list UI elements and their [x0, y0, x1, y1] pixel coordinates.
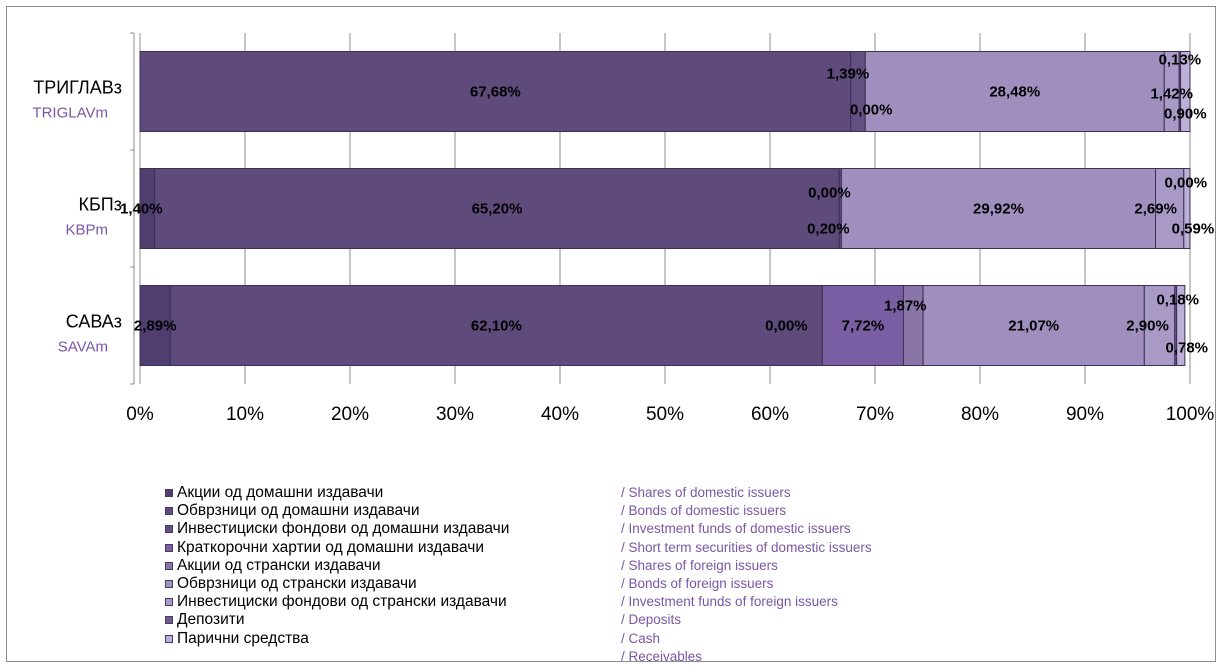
legend-item: Обврзници од домашни издавачи	[165, 502, 509, 520]
legend-label-en: / Receivables	[621, 648, 703, 664]
legend-label-en: / Investment funds of domestic issuers	[621, 521, 851, 537]
legend-label-en: / Bonds of domestic issuers	[621, 503, 787, 519]
legend-label: Акции од странски издавачи	[177, 556, 381, 574]
legend-label: Инвестициски фондови од странски издавач…	[177, 593, 507, 611]
stacked-bar-chart: 0% 10% 20% 30% 40% 50% 60% 70% 80% 90% 100% 67,68% 1…	[32, 32, 1215, 425]
chart-frame	[6, 6, 1216, 662]
legend-item: Акции од домашни издавачи	[165, 484, 509, 502]
legend-item: Депозити	[165, 611, 509, 629]
legend-english: / Shares of domestic issuers / Bonds of d…	[621, 484, 872, 666]
bar-data-label: 0,59%	[1172, 221, 1215, 238]
bar-data-label: 0,18%	[1156, 292, 1199, 309]
bar-data-label: 1,39%	[827, 66, 870, 83]
legend-label: Обврзници од странски издавачи	[177, 575, 417, 593]
bar-segment	[850, 51, 866, 132]
legend-label: Парични средства	[177, 629, 309, 647]
x-tick-label: 100%	[1166, 404, 1215, 425]
x-tick-label: 20%	[331, 404, 369, 425]
bar-data-label: 67,68%	[470, 84, 521, 101]
legend-label-en: / Cash	[621, 630, 661, 646]
legend-swatch	[165, 561, 173, 570]
legend-label-en: / Bonds of foreign issuers	[621, 575, 774, 591]
bar-segment	[1155, 168, 1185, 249]
legend-item: Инвестициски фондови од странски издавач…	[165, 593, 509, 611]
bar-data-label: 0,00%	[808, 185, 851, 202]
legend-label: Краткорочни хартии од домашни издавачи	[177, 538, 484, 556]
x-tick-label: 40%	[541, 404, 579, 425]
legend-item: Парични средства	[165, 630, 509, 648]
bar-data-label: 0,00%	[850, 102, 893, 119]
category-label-en: SAVAm	[58, 339, 108, 356]
x-tick-label: 60%	[751, 404, 789, 425]
category-label: САВАз	[66, 312, 122, 332]
bar-segment	[1143, 285, 1176, 366]
x-tick-label: 50%	[646, 404, 684, 425]
bar-data-label: 1,87%	[884, 298, 927, 315]
bar-data-label: 7,72%	[842, 318, 885, 335]
legend-label-en: / Shares of foreign issuers	[621, 557, 778, 573]
bar-data-label: 29,92%	[973, 201, 1024, 218]
legend-item: Краткорочни хартии од домашни издавачи	[165, 539, 509, 557]
legend-label: Обврзници од домашни издавачи	[177, 502, 420, 520]
bar-data-label: 0,78%	[1165, 340, 1208, 357]
category-label-en: TRIGLAVm	[32, 105, 108, 122]
bar-data-label: 1,40%	[120, 201, 163, 218]
bar-segment	[864, 51, 1165, 132]
bar-segment	[922, 285, 1145, 366]
legend: Акции од домашни издавачи Обврзници од до…	[165, 484, 509, 648]
legend-swatch	[165, 507, 173, 516]
bar-data-label: 65,20%	[472, 201, 523, 218]
x-tick-label: 10%	[226, 404, 264, 425]
bar-data-label: 0,20%	[807, 221, 850, 238]
x-tick-label: 90%	[1066, 404, 1104, 425]
legend-swatch	[165, 616, 173, 625]
legend-label: Депозити	[177, 611, 245, 629]
bar-segment	[1180, 51, 1191, 132]
bar-data-label: 2,90%	[1126, 318, 1169, 335]
legend-swatch	[165, 543, 173, 552]
legend-label: Акции од домашни издавачи	[177, 484, 384, 502]
legend-label: Инвестициски фондови од домашни издавачи	[177, 520, 510, 538]
bar-data-label: 0,13%	[1159, 52, 1202, 69]
bar-data-label: 0,90%	[1164, 106, 1207, 123]
bar-segment	[139, 51, 852, 132]
legend-label-en: / Short term securities of domestic issu…	[621, 539, 872, 555]
x-tick-label: 80%	[961, 404, 999, 425]
legend-swatch	[165, 580, 173, 589]
x-tick-label: 0%	[126, 404, 154, 425]
bar-segment	[169, 285, 823, 366]
bar-data-label: 21,07%	[1008, 318, 1059, 335]
legend-item: Акции од странски издавачи	[165, 557, 509, 575]
x-tick-label: 70%	[856, 404, 894, 425]
category-label-en: KBPm	[65, 222, 108, 239]
legend-swatch	[165, 598, 173, 607]
legend-label-en: / Deposits	[621, 612, 682, 628]
legend-swatch	[165, 525, 173, 534]
bar-data-label: 62,10%	[471, 318, 522, 335]
legend-swatch	[165, 489, 173, 498]
bar-data-label: 0,00%	[765, 318, 808, 335]
category-label: КБПз	[79, 195, 123, 215]
x-tick-label: 30%	[436, 404, 474, 425]
legend-item: Инвестициски фондови од домашни издавачи	[165, 520, 509, 538]
bar-segment	[139, 285, 171, 366]
bar-data-label: 2,89%	[134, 318, 177, 335]
bar-segment	[821, 285, 904, 366]
legend-label-en: / Investment funds of foreign issuers	[621, 594, 838, 610]
bar-segment	[1176, 285, 1186, 366]
bar-data-label: 1,42%	[1150, 86, 1193, 103]
bar-data-label: 28,48%	[989, 84, 1040, 101]
legend-label-en: / Shares of domestic issuers	[621, 485, 791, 500]
legend-item: Обврзници од странски издавачи	[165, 575, 509, 593]
bar-segment	[1183, 168, 1191, 249]
category-label: ТРИГЛАВз	[33, 78, 122, 98]
legend-swatch	[165, 634, 173, 643]
bar-data-label: 2,69%	[1134, 201, 1177, 218]
bar-data-label: 0,00%	[1165, 175, 1208, 192]
